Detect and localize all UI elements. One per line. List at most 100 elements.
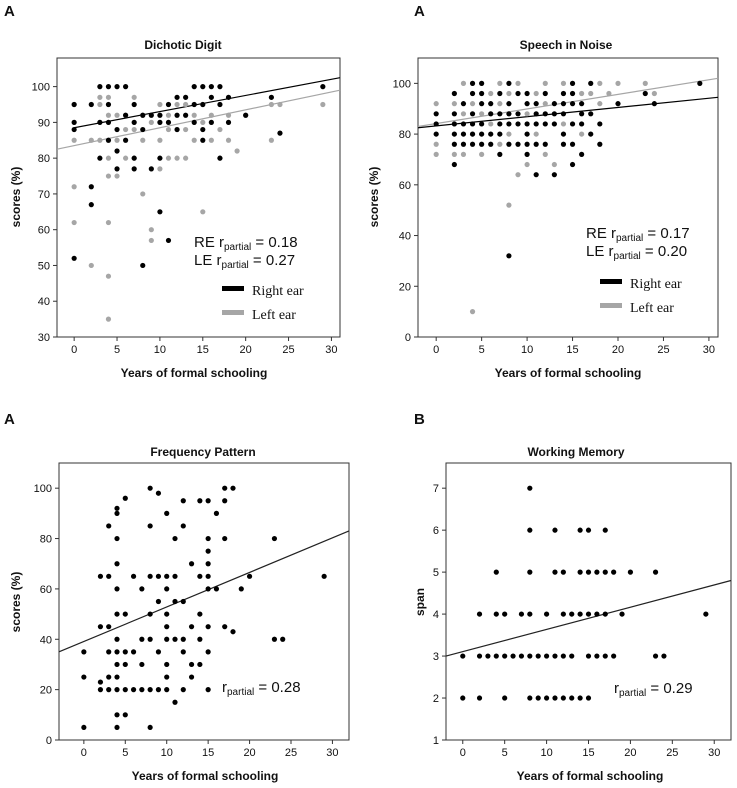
data-point — [174, 94, 180, 100]
data-point — [651, 90, 657, 97]
data-point — [527, 695, 533, 701]
data-points — [71, 84, 326, 322]
x-tick-label: 20 — [240, 344, 252, 356]
data-point — [114, 173, 120, 179]
data-point — [97, 624, 104, 630]
data-point — [147, 687, 153, 693]
data-point — [208, 119, 214, 125]
y-tick-label: 100 — [32, 82, 50, 94]
data-point — [560, 695, 566, 701]
x-tick-label: 30 — [708, 747, 720, 759]
data-point — [515, 141, 521, 147]
x-tick-label: 15 — [202, 747, 214, 759]
data-point — [71, 119, 77, 125]
data-point — [533, 111, 539, 117]
data-point — [476, 653, 483, 659]
data-point — [552, 569, 558, 575]
data-point — [515, 90, 521, 97]
data-point — [594, 569, 600, 575]
x-tick-label: 0 — [81, 747, 87, 759]
data-point — [651, 101, 657, 107]
data-point — [208, 137, 214, 143]
data-point — [157, 155, 163, 161]
data-point — [451, 111, 457, 117]
data-point — [497, 151, 503, 157]
data-point — [225, 94, 232, 100]
legend: Right ear Left ear — [222, 284, 304, 323]
y-tick-label: 6 — [433, 525, 439, 537]
data-point — [518, 611, 525, 617]
data-point — [479, 101, 485, 107]
data-point — [652, 569, 659, 575]
stats-text: rpartial = 0.28 — [222, 679, 301, 698]
data-point — [105, 119, 112, 125]
data-point — [174, 126, 180, 133]
x-axis-label: Years of formal schooling — [517, 769, 664, 783]
data-point — [703, 611, 709, 617]
data-point — [497, 131, 503, 137]
data-point — [524, 141, 530, 147]
data-point — [172, 535, 178, 542]
data-point — [577, 527, 583, 533]
data-point — [114, 126, 120, 133]
data-point — [205, 535, 211, 542]
data-point — [139, 661, 145, 668]
axis-ticks: 0 5 10 15 20 25 30 1 2 3 4 5 6 7 — [433, 483, 720, 759]
data-point — [180, 523, 186, 529]
data-point — [469, 90, 476, 97]
x-axis-label: Years of formal schooling — [121, 366, 268, 380]
data-point — [488, 101, 494, 107]
data-point — [606, 90, 612, 97]
data-point — [147, 724, 153, 731]
data-point — [122, 661, 128, 668]
data-point — [569, 141, 576, 147]
y-tick-label: 20 — [399, 281, 411, 293]
data-point — [164, 611, 170, 617]
data-point — [165, 112, 172, 118]
data-point — [585, 527, 592, 533]
data-point — [191, 112, 197, 118]
data-point — [451, 151, 457, 157]
data-point — [197, 573, 203, 579]
data-point — [114, 649, 120, 655]
y-tick-label: 7 — [433, 483, 439, 495]
data-point — [131, 119, 137, 125]
data-point — [533, 131, 539, 137]
data-point — [502, 611, 508, 617]
data-point — [205, 624, 211, 630]
data-point — [205, 548, 211, 554]
data-point — [222, 624, 228, 630]
data-point — [88, 262, 94, 269]
data-points — [460, 485, 709, 701]
data-point — [123, 112, 129, 118]
fit-lines — [417, 77, 719, 129]
fit-lines — [58, 530, 350, 653]
data-point — [200, 137, 206, 143]
data-point — [180, 498, 186, 504]
data-point — [147, 573, 153, 579]
data-point — [497, 121, 503, 127]
data-point — [569, 161, 576, 168]
data-point — [205, 687, 211, 693]
data-point — [515, 80, 521, 86]
data-point — [188, 661, 195, 668]
x-tick-label: 30 — [703, 344, 715, 356]
data-point — [174, 155, 180, 161]
data-point — [200, 209, 206, 215]
data-point — [106, 573, 112, 579]
data-point — [569, 653, 575, 659]
data-point — [205, 561, 211, 567]
data-point — [205, 649, 211, 655]
x-tick-label: 25 — [666, 747, 678, 759]
x-tick-label: 0 — [433, 344, 439, 356]
data-point — [588, 111, 594, 117]
data-point — [147, 523, 153, 529]
data-point — [588, 131, 594, 137]
y-tick-label: 50 — [38, 260, 50, 272]
data-point — [114, 586, 120, 592]
data-point — [588, 80, 594, 86]
data-point — [268, 101, 274, 108]
data-point — [579, 90, 585, 97]
data-point — [180, 687, 186, 693]
data-point — [165, 126, 172, 133]
